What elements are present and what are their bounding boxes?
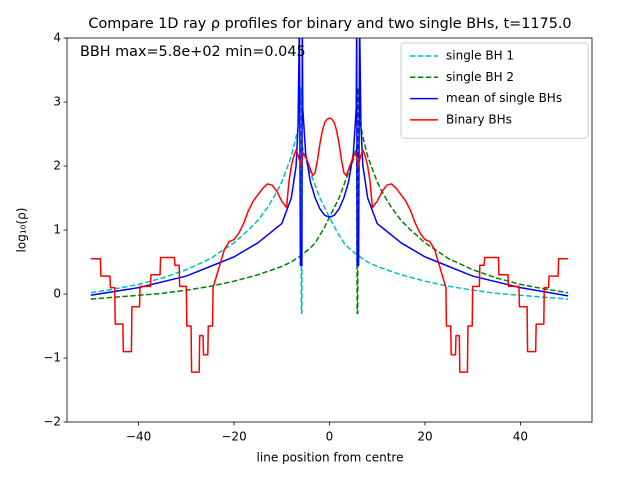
y-tick-label: 3 (53, 95, 61, 109)
chart-title: Compare 1D ray ρ profiles for binary and… (88, 16, 571, 32)
y-tick-label: 4 (53, 31, 61, 45)
series-line (90, 117, 569, 373)
x-tick-label: 40 (513, 430, 528, 444)
x-axis-label: line position from centre (257, 451, 404, 465)
x-tick-label: −40 (126, 430, 151, 444)
plot-area (90, 38, 569, 373)
legend-label: single BH 1 (446, 49, 514, 63)
legend-label: single BH 2 (446, 70, 514, 84)
series-line (90, 87, 569, 314)
legend-label: mean of single BHs (446, 91, 562, 105)
x-tick-label: 0 (326, 430, 334, 444)
series-line (90, 38, 569, 297)
series-line (90, 87, 569, 314)
x-tick-label: −20 (221, 430, 246, 444)
y-tick-label: 0 (53, 287, 61, 301)
legend-label: Binary BHs (446, 112, 512, 126)
y-tick-label: 2 (53, 159, 61, 173)
y-tick-label: −1 (43, 351, 61, 365)
y-axis-label: log₁₀(ρ) (15, 208, 29, 253)
legend: single BH 1 single BH 2 mean of single BHs… (400, 42, 589, 139)
legend-box (400, 42, 589, 139)
x-tick-label: 20 (417, 430, 432, 444)
annotation: BBH max=5.8e+02 min=0.045 (80, 44, 306, 60)
y-tick-label: −2 (43, 415, 61, 429)
y-tick-label: 1 (53, 223, 61, 237)
